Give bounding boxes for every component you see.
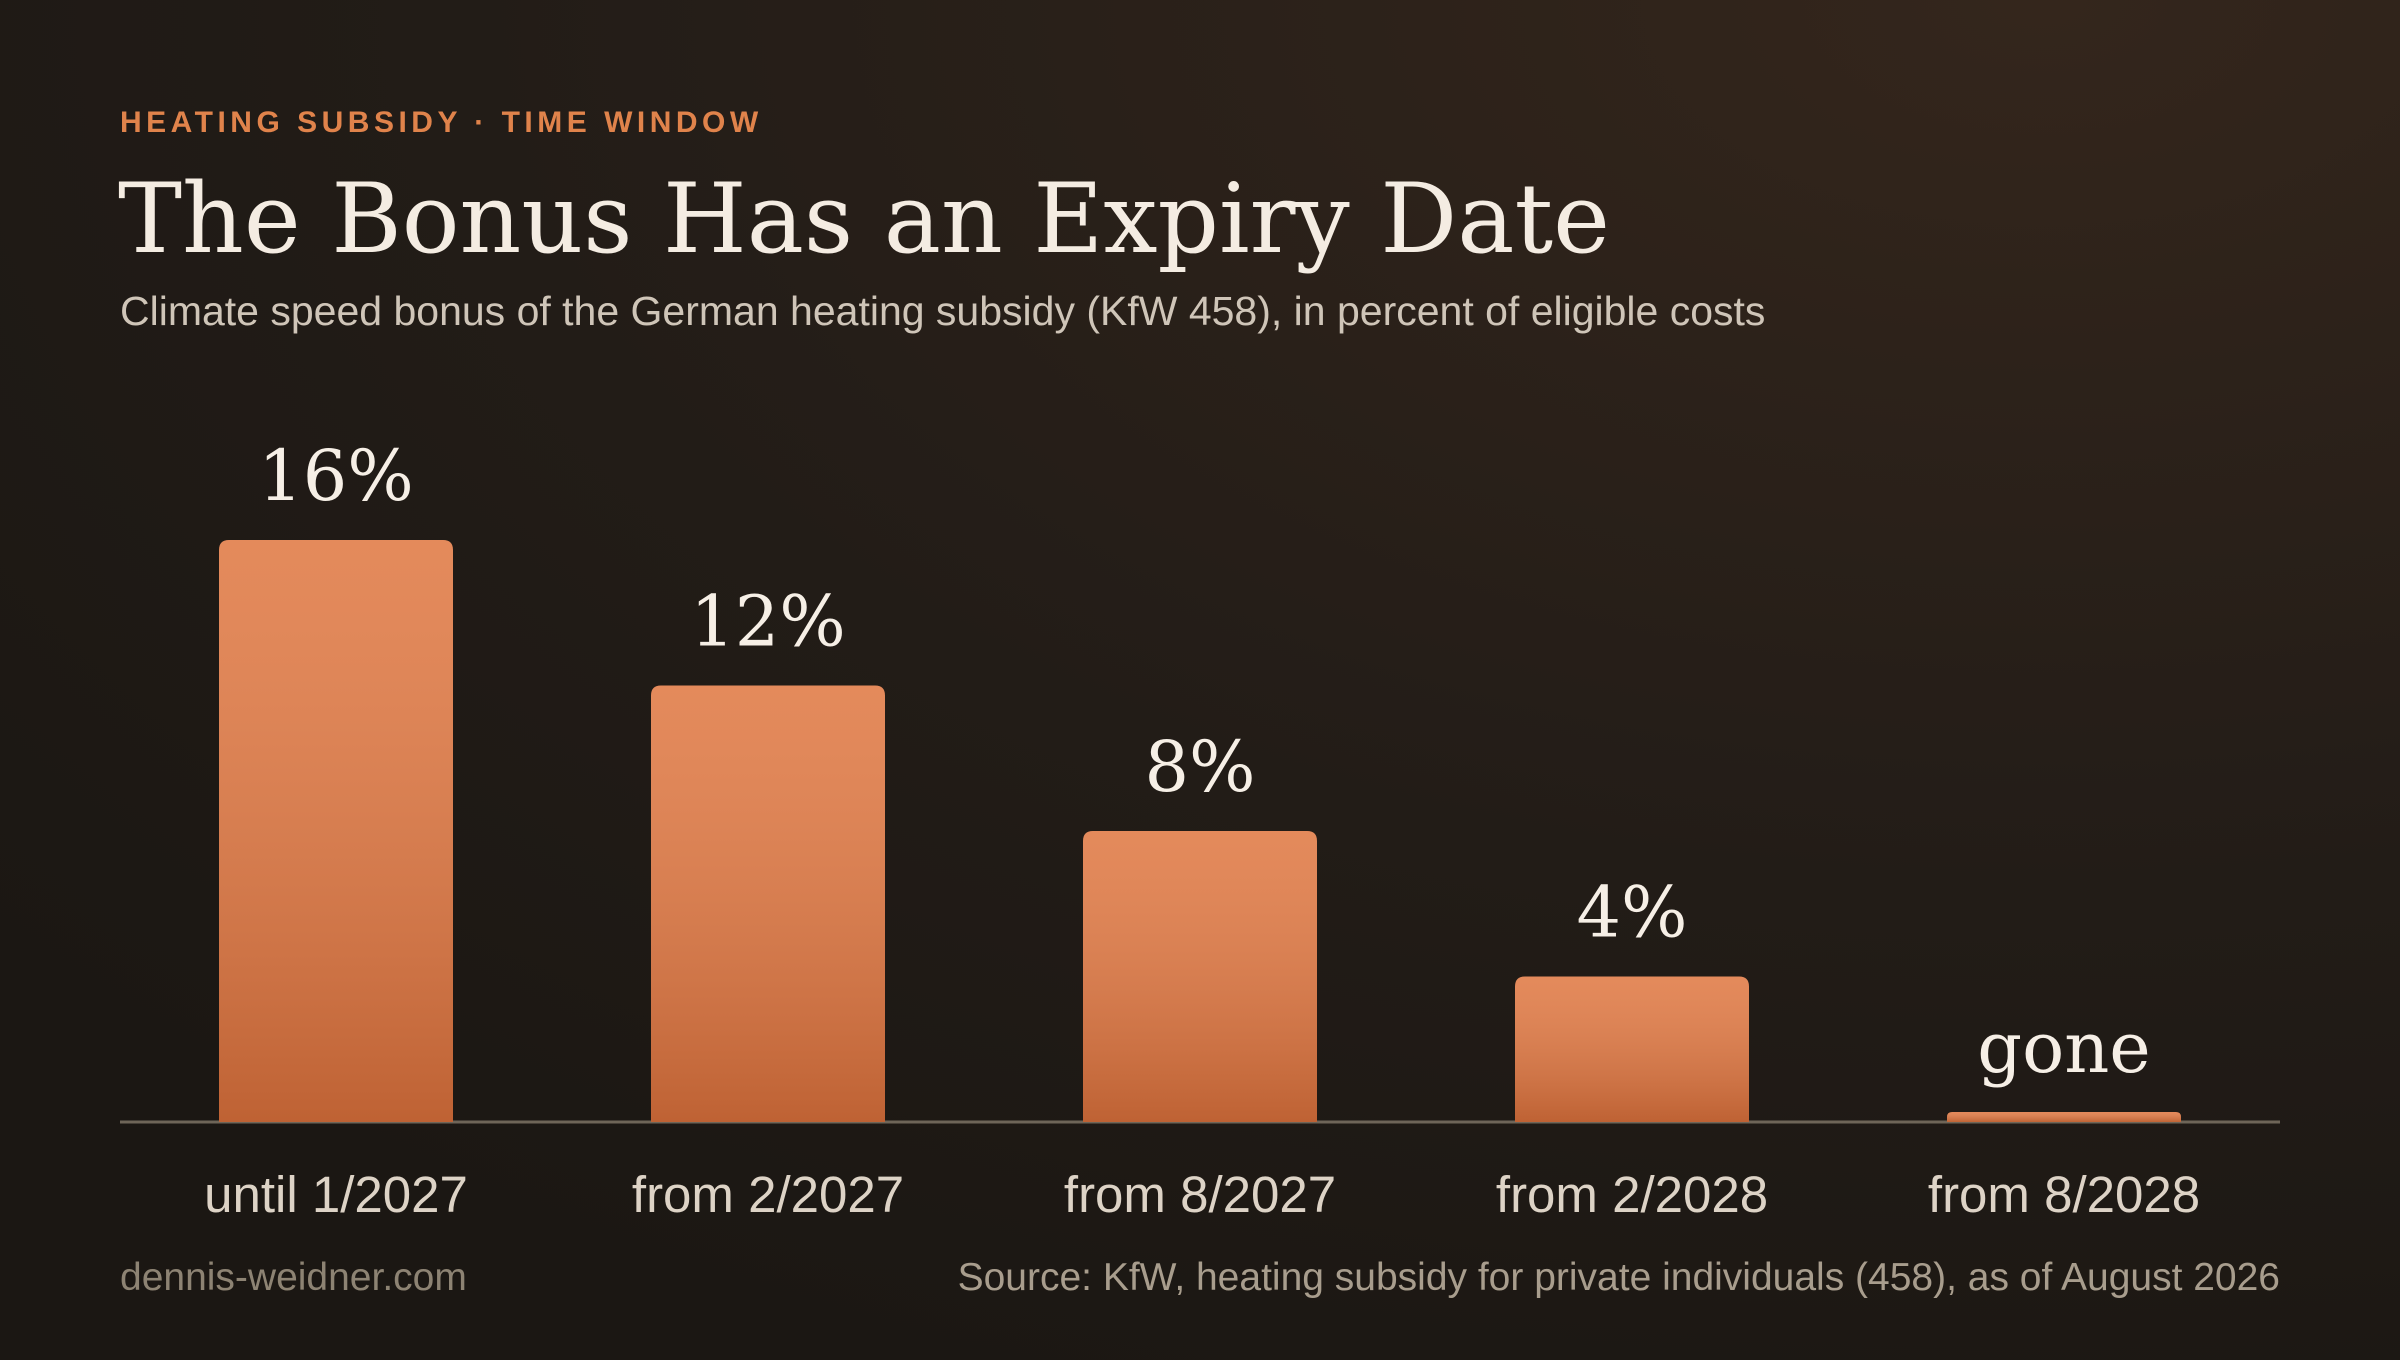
bar-shade xyxy=(1083,831,1317,1122)
credit: dennis-weidner.com xyxy=(120,1256,467,1299)
value-label: 8% xyxy=(1144,726,1255,808)
x-tick-label: from 2/2027 xyxy=(632,1166,904,1223)
value-label: 4% xyxy=(1576,872,1687,954)
chart-title: The Bonus Has an Expiry Date xyxy=(118,163,1610,275)
subtitle: Climate speed bonus of the German heatin… xyxy=(120,288,1765,334)
source: Source: KfW, heating subsidy for private… xyxy=(958,1256,2280,1299)
bar-shade xyxy=(219,540,453,1122)
x-tick-label: until 1/2027 xyxy=(204,1166,468,1223)
bar-group xyxy=(1515,976,1749,1122)
bar-shade xyxy=(651,685,885,1122)
x-tick-label: from 8/2028 xyxy=(1928,1166,2200,1223)
value-label: 12% xyxy=(690,581,846,663)
bar-shade xyxy=(1947,1112,2181,1122)
x-tick-label: from 8/2027 xyxy=(1064,1166,1336,1223)
bar-shade xyxy=(1515,976,1749,1122)
bar-group xyxy=(1947,1112,2181,1122)
value-label: gone xyxy=(1977,1007,2150,1089)
kicker: HEATING SUBSIDY · TIME WINDOW xyxy=(120,106,763,139)
value-label: 16% xyxy=(258,435,414,517)
bar-group xyxy=(219,540,453,1122)
x-tick-label: from 2/2028 xyxy=(1496,1166,1768,1223)
bar-group xyxy=(1083,831,1317,1122)
bar-group xyxy=(651,685,885,1122)
